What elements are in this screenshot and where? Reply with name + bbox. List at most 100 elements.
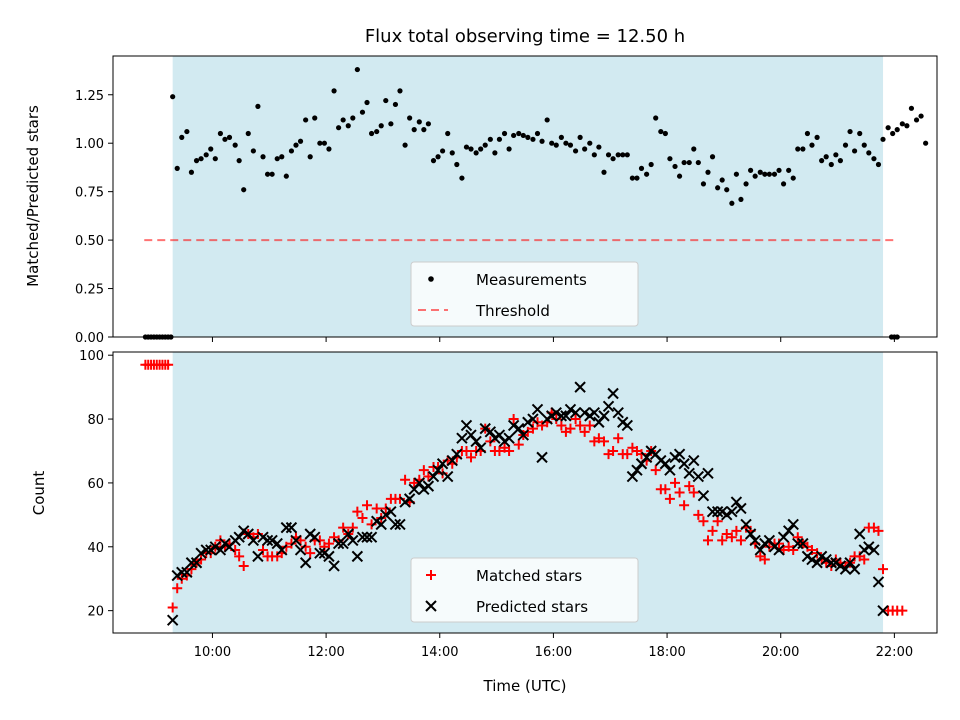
measurement-point bbox=[894, 127, 900, 133]
bottom-panel-counts: Count Time (UTC) 20 40 60 80 100 10:00 12:00 14… bbox=[30, 349, 938, 695]
predicted-point bbox=[276, 544, 288, 556]
measurement-point bbox=[226, 134, 233, 140]
matched-point bbox=[792, 532, 803, 543]
measurement-point bbox=[705, 169, 711, 175]
measurement-point bbox=[193, 158, 200, 164]
matched-point bbox=[759, 554, 770, 565]
predicted-point bbox=[214, 544, 227, 556]
matched-point bbox=[806, 544, 817, 555]
predicted-point bbox=[839, 563, 852, 575]
predicted-point bbox=[697, 489, 710, 502]
matched-point bbox=[698, 516, 709, 527]
predicted-point bbox=[389, 518, 402, 531]
chart-title: Flux total observing time = 12.50 h bbox=[365, 26, 685, 47]
matched-point bbox=[608, 445, 619, 456]
measurement-point bbox=[587, 140, 593, 146]
measurement-point bbox=[378, 123, 384, 129]
measurement-point bbox=[757, 169, 763, 175]
y-tick-label: 1.00 bbox=[75, 137, 104, 152]
measurement-point bbox=[634, 175, 640, 181]
predicted-point bbox=[413, 477, 426, 489]
measurement-point bbox=[534, 130, 541, 137]
measurement-point bbox=[179, 134, 185, 140]
measurement-point bbox=[681, 159, 687, 166]
matched-point bbox=[878, 564, 889, 575]
legend-label: Matched stars bbox=[476, 567, 582, 585]
measurement-point bbox=[676, 173, 683, 179]
measurement-point bbox=[203, 152, 209, 158]
legend-box bbox=[410, 261, 639, 327]
measurement-point bbox=[297, 138, 304, 144]
predicted-point bbox=[503, 432, 515, 444]
measurement-point bbox=[430, 158, 437, 164]
measurement-point bbox=[212, 156, 218, 162]
measurement-point bbox=[312, 115, 318, 121]
predicted-point bbox=[446, 454, 458, 467]
measurement-point bbox=[648, 161, 654, 168]
matched-point bbox=[679, 500, 690, 511]
measurement-point bbox=[800, 146, 806, 152]
predicted-point bbox=[820, 553, 832, 566]
measurement-point bbox=[857, 130, 863, 137]
measurement-point bbox=[804, 130, 811, 137]
matched-point bbox=[650, 465, 661, 476]
matched-point bbox=[494, 445, 505, 456]
measurement-point bbox=[307, 154, 313, 160]
matched-point bbox=[570, 414, 581, 425]
predicted-point bbox=[285, 521, 298, 534]
predicted-point bbox=[825, 557, 838, 569]
matched-point bbox=[238, 560, 249, 571]
predicted-point bbox=[678, 458, 690, 470]
predicted-point bbox=[792, 537, 804, 550]
predicted-point bbox=[569, 406, 582, 419]
predicted-point bbox=[456, 432, 468, 444]
matched-point bbox=[702, 535, 713, 546]
predicted-point bbox=[863, 541, 875, 553]
predicted-point bbox=[484, 426, 497, 438]
matched-point bbox=[664, 493, 675, 504]
x-tick-label: 16:00 bbox=[535, 645, 572, 660]
legend-label: Threshold bbox=[475, 302, 550, 320]
predicted-point bbox=[394, 518, 406, 531]
predicted-point bbox=[664, 464, 676, 476]
predicted-point bbox=[342, 528, 354, 540]
measurement-point bbox=[847, 128, 853, 135]
predicted-point bbox=[375, 518, 387, 531]
predicted-point bbox=[531, 403, 544, 416]
predicted-point bbox=[451, 448, 463, 460]
matched-point bbox=[670, 477, 681, 488]
matched-point bbox=[338, 522, 349, 533]
measurement-point bbox=[743, 181, 749, 187]
measurement-point bbox=[875, 161, 882, 168]
plot-frame bbox=[112, 55, 938, 338]
measurement-point bbox=[629, 175, 636, 181]
measurement-point bbox=[269, 171, 275, 177]
measurement-point bbox=[752, 173, 758, 179]
predicted-point bbox=[560, 410, 572, 422]
measurement-point bbox=[558, 134, 564, 140]
predicted-point bbox=[631, 464, 643, 476]
measurement-point bbox=[766, 171, 772, 177]
matched-point bbox=[172, 583, 183, 594]
measurement-point bbox=[208, 146, 214, 152]
measurement-point bbox=[733, 171, 739, 177]
matched-point bbox=[575, 420, 586, 431]
x-tick-label: 20:00 bbox=[762, 645, 799, 660]
legend: Matched stars Predicted stars bbox=[410, 557, 639, 623]
predicted-point bbox=[706, 505, 719, 518]
measurement-point bbox=[250, 148, 256, 154]
measurement-point bbox=[283, 173, 289, 179]
predicted-point bbox=[361, 531, 373, 543]
measurement-point bbox=[620, 152, 626, 158]
predicted-point bbox=[564, 403, 577, 416]
predicted-point bbox=[844, 557, 856, 569]
measurement-point bbox=[217, 130, 224, 137]
legend-label: Predicted stars bbox=[476, 598, 588, 616]
predicted-point bbox=[365, 531, 378, 543]
measurement-point bbox=[440, 148, 446, 154]
predicted-point bbox=[436, 458, 449, 470]
predicted-point bbox=[522, 416, 534, 428]
predicted-point bbox=[166, 614, 179, 626]
measurement-point bbox=[255, 103, 261, 109]
measurement-point bbox=[473, 150, 479, 156]
